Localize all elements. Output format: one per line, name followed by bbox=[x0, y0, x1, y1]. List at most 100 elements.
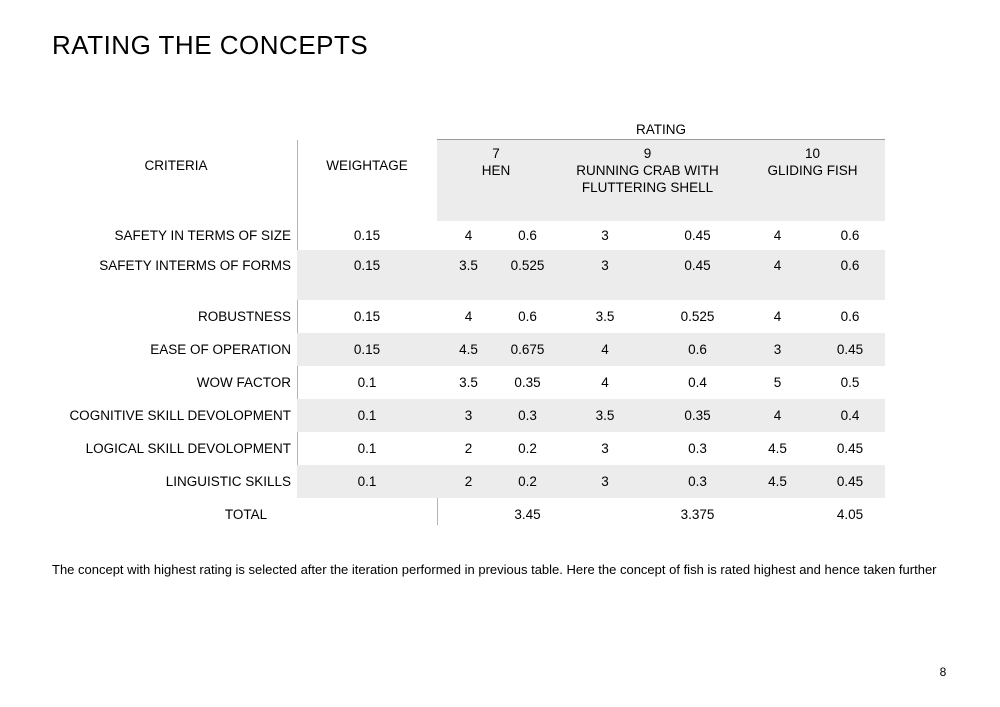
spacer bbox=[555, 498, 655, 531]
weighted-value-cell: 0.35 bbox=[655, 399, 740, 432]
concept-header-hen: 7 HEN bbox=[437, 145, 555, 179]
table-row: LOGICAL SKILL DEVOLOPMENT 0.1 2 0.2 3 0.3 4.5 0… bbox=[0, 432, 885, 465]
table-row: EASE OF OPERATION 0.15 4.5 0.675 4 0.6 3 0.45 bbox=[0, 333, 885, 366]
score-cell: 3 bbox=[601, 441, 609, 456]
concept-header-running-crab: 9 RUNNING CRAB WITH FLUTTERING SHELL bbox=[555, 145, 740, 196]
criteria-cell: SAFETY INTERMS OF FORMS bbox=[99, 258, 291, 273]
weighted-value-cell: 0.2 bbox=[518, 441, 537, 456]
weighted-value-cell: 0.35 bbox=[514, 375, 541, 390]
concepts-header-band bbox=[437, 140, 885, 221]
criteria-cell: WOW FACTOR bbox=[196, 375, 291, 390]
table-row: WOW FACTOR 0.1 3.5 0.35 4 0.4 5 0.5 bbox=[0, 366, 885, 399]
footer-note: The concept with highest rating is selec… bbox=[52, 562, 937, 577]
score-cell: 4.5 bbox=[740, 465, 815, 498]
score-cell: 4 bbox=[740, 250, 815, 300]
weighted-value-cell: 0.6 bbox=[815, 250, 885, 300]
score-cell: 3 bbox=[740, 333, 815, 366]
concept-score: 9 bbox=[643, 146, 652, 161]
score-cell: 2 bbox=[464, 441, 473, 456]
score-cell: 3.5 bbox=[437, 250, 500, 300]
weighted-value-cell: 0.6 bbox=[655, 333, 740, 366]
criteria-column-divider bbox=[297, 140, 298, 498]
weighted-value-cell: 0.45 bbox=[815, 465, 885, 498]
weighted-value-cell: 0.45 bbox=[815, 333, 885, 366]
weighted-value-cell: 0.525 bbox=[500, 250, 555, 300]
weightage-cell: 0.1 bbox=[357, 441, 377, 456]
score-cell: 3.5 bbox=[459, 375, 478, 390]
weighted-value-cell: 0.2 bbox=[500, 465, 555, 498]
criteria-cell: ROBUSTNESS bbox=[197, 309, 291, 324]
weightage-cell: 0.1 bbox=[297, 399, 437, 432]
weighted-value-cell: 0.675 bbox=[500, 333, 555, 366]
score-cell: 3 bbox=[601, 228, 609, 243]
weighted-value-cell: 0.3 bbox=[688, 441, 707, 456]
score-cell: 2 bbox=[437, 465, 500, 498]
weighted-value-cell: 0.6 bbox=[840, 228, 860, 243]
weighted-value-cell: 0.4 bbox=[815, 399, 885, 432]
criteria-cell: COGNITIVE SKILL DEVOLOPMENT bbox=[69, 408, 291, 423]
score-cell: 4 bbox=[464, 309, 473, 324]
total-label: TOTAL bbox=[224, 507, 268, 522]
weightage-header: WEIGHTAGE bbox=[326, 158, 408, 173]
score-cell: 5 bbox=[773, 375, 782, 390]
score-cell: 3 bbox=[437, 399, 500, 432]
concept-name: RUNNING CRAB WITH FLUTTERING SHELL bbox=[576, 163, 719, 195]
concept-name: GLIDING FISH bbox=[767, 163, 858, 178]
criteria-cell: LOGICAL SKILL DEVOLOPMENT bbox=[85, 441, 291, 456]
weighted-value-cell: 0.5 bbox=[840, 375, 860, 390]
page-title: RATING THE CONCEPTS bbox=[52, 30, 369, 60]
score-cell: 4.5 bbox=[768, 441, 787, 456]
page-number: 8 bbox=[939, 665, 947, 679]
weightage-cell: 0.15 bbox=[297, 250, 437, 300]
score-cell: 3.5 bbox=[595, 309, 615, 324]
weightage-cell: 0.15 bbox=[353, 309, 381, 324]
weightage-cell: 0.1 bbox=[297, 465, 437, 498]
weightage-cell: 0.15 bbox=[297, 333, 437, 366]
total-value-hen: 3.45 bbox=[514, 507, 541, 522]
concept-score: 7 bbox=[492, 146, 500, 161]
score-cell: 4 bbox=[773, 228, 782, 243]
table-row: SAFETY IN TERMS OF SIZE 0.15 4 0.6 3 0.45 4 0.6 bbox=[0, 221, 885, 250]
total-value-gliding-fish: 4.05 bbox=[836, 507, 864, 522]
score-cell: 4 bbox=[601, 375, 609, 390]
weighted-value-cell: 0.45 bbox=[684, 228, 711, 243]
score-cell: 4.5 bbox=[437, 333, 500, 366]
criteria-header: CRITERIA bbox=[144, 158, 208, 173]
table-row: LINGUISTIC SKILLS 0.1 2 0.2 3 0.3 4.5 0.45 bbox=[0, 465, 885, 498]
weighted-value-cell: 0.4 bbox=[688, 375, 707, 390]
weighted-value-cell: 0.3 bbox=[655, 465, 740, 498]
weightage-cell: 0.1 bbox=[357, 375, 377, 390]
weightage-cell: 0.15 bbox=[353, 228, 381, 243]
rating-underline bbox=[437, 139, 885, 140]
weighted-value-cell: 0.6 bbox=[518, 309, 537, 324]
total-row: TOTAL 3.45 3.375 4.05 bbox=[0, 498, 885, 531]
table-row: ROBUSTNESS 0.15 4 0.6 3.5 0.525 4 0.6 bbox=[0, 300, 885, 333]
weighted-value-cell: 0.45 bbox=[836, 441, 864, 456]
spacer bbox=[740, 498, 815, 531]
weighted-value-cell: 0.525 bbox=[680, 309, 715, 324]
weighted-value-cell: 0.6 bbox=[518, 228, 537, 243]
weighted-value-cell: 0.6 bbox=[840, 309, 860, 324]
criteria-cell: LINGUISTIC SKILLS bbox=[165, 474, 291, 489]
spacer bbox=[437, 498, 500, 531]
score-cell: 4 bbox=[740, 399, 815, 432]
score-cell: 4 bbox=[555, 333, 655, 366]
total-row-divider bbox=[437, 498, 438, 525]
concept-score: 10 bbox=[804, 146, 821, 161]
concept-name: HEN bbox=[481, 163, 511, 178]
table-row: SAFETY INTERMS OF FORMS 0.15 3.5 0.525 3 0.45… bbox=[0, 250, 885, 300]
total-value-running-crab: 3.375 bbox=[680, 507, 715, 522]
table-row: COGNITIVE SKILL DEVOLOPMENT 0.1 3 0.3 3.5 0.3… bbox=[0, 399, 885, 432]
score-cell: 3 bbox=[555, 465, 655, 498]
score-cell: 4 bbox=[773, 309, 782, 324]
score-cell: 4 bbox=[464, 228, 473, 243]
weighted-value-cell: 0.3 bbox=[500, 399, 555, 432]
weighted-value-cell: 0.45 bbox=[655, 250, 740, 300]
concept-header-gliding-fish: 10 GLIDING FISH bbox=[740, 145, 885, 179]
rating-section-header: RATING bbox=[636, 122, 686, 137]
criteria-cell: EASE OF OPERATION bbox=[150, 342, 291, 357]
score-cell: 3 bbox=[555, 250, 655, 300]
criteria-cell: SAFETY IN TERMS OF SIZE bbox=[114, 228, 291, 243]
score-cell: 3.5 bbox=[555, 399, 655, 432]
